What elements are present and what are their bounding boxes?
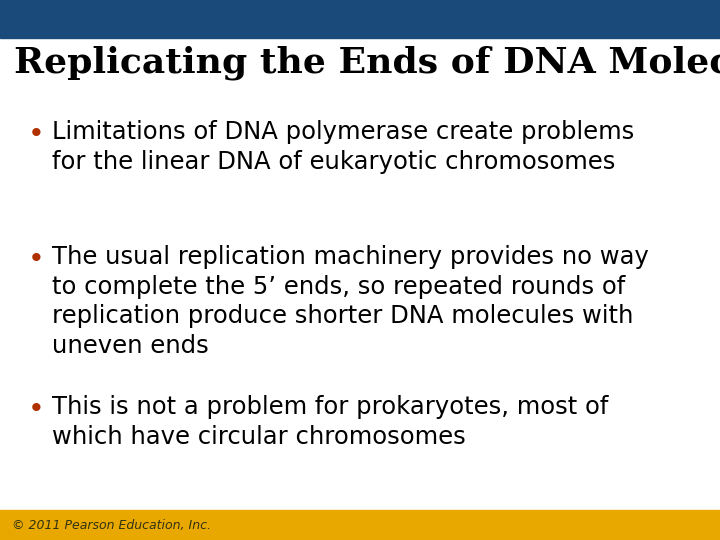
Bar — [0, 0, 720, 38]
Text: This is not a problem for prokaryotes, most of
which have circular chromosomes: This is not a problem for prokaryotes, m… — [52, 395, 608, 449]
Text: •: • — [28, 245, 45, 273]
Text: The usual replication machinery provides no way
to complete the 5’ ends, so repe: The usual replication machinery provides… — [52, 245, 649, 358]
Text: Replicating the Ends of DNA Molecules: Replicating the Ends of DNA Molecules — [14, 46, 720, 80]
Bar — [0, 510, 720, 540]
Text: •: • — [28, 120, 45, 148]
Text: •: • — [28, 395, 45, 423]
Text: © 2011 Pearson Education, Inc.: © 2011 Pearson Education, Inc. — [12, 518, 211, 531]
Text: Limitations of DNA polymerase create problems
for the linear DNA of eukaryotic c: Limitations of DNA polymerase create pro… — [52, 120, 634, 174]
